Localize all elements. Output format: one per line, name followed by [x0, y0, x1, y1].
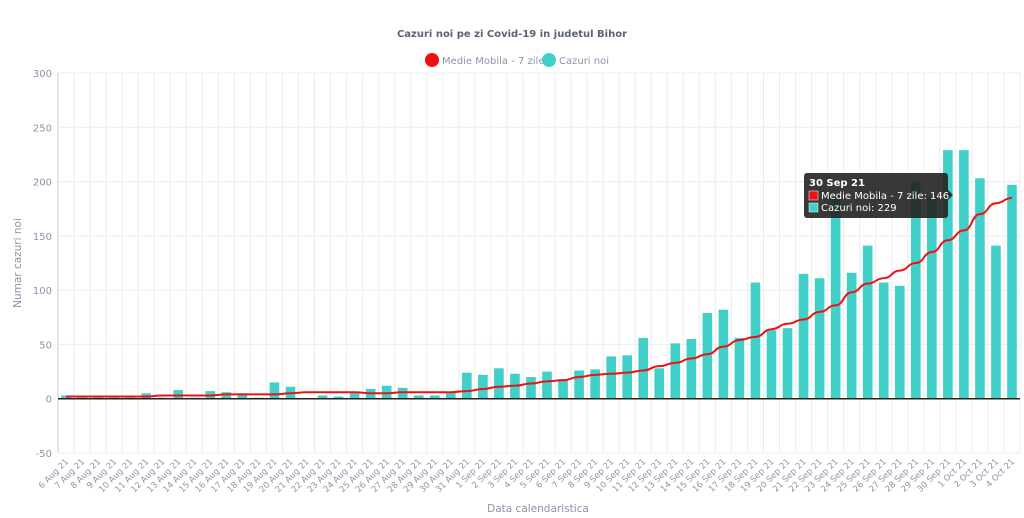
bar-new-cases[interactable]	[750, 282, 761, 399]
chart-title: Cazuri noi pe zi Covid-19 in judetul Bih…	[397, 29, 627, 40]
legend-label-moving-average: Medie Mobila - 7 zile	[442, 56, 544, 67]
bar-new-cases[interactable]	[446, 392, 456, 399]
tooltip-line-moving-average: Medie Mobila - 7 zile: 146	[821, 191, 949, 202]
bar-new-cases[interactable]	[397, 387, 408, 399]
bar-new-cases[interactable]	[413, 395, 424, 399]
bar-new-cases[interactable]	[734, 337, 745, 399]
bar-new-cases[interactable]	[943, 150, 953, 399]
x-axis-label: Data calendaristica	[487, 503, 589, 515]
line-moving-average[interactable]	[66, 196, 1013, 398]
bar-new-cases[interactable]	[381, 385, 392, 399]
bar-new-cases[interactable]	[478, 374, 488, 399]
bar-new-cases[interactable]	[991, 245, 1001, 399]
bar-new-cases[interactable]	[670, 343, 681, 399]
bar-new-cases[interactable]	[622, 355, 632, 399]
tooltip: 30 Sep 21 Medie Mobila - 7 zile: 146 Caz…	[804, 173, 953, 218]
bar-new-cases[interactable]	[269, 382, 280, 399]
bar-new-cases[interactable]	[61, 395, 71, 399]
bar-new-cases[interactable]	[237, 393, 248, 399]
bar-new-cases[interactable]	[702, 312, 713, 399]
legend-swatch-new-cases	[542, 53, 556, 67]
bar-new-cases[interactable]	[927, 197, 937, 399]
tooltip-line-new-cases: Cazuri noi: 229	[821, 203, 897, 214]
y-tick-label: 100	[33, 286, 52, 297]
bar-new-cases[interactable]	[333, 396, 344, 399]
bar-new-cases[interactable]	[558, 379, 568, 399]
bar-new-cases[interactable]	[221, 392, 232, 399]
bar-new-cases[interactable]	[654, 368, 665, 399]
bar-new-cases[interactable]	[798, 273, 809, 399]
tooltip-box	[804, 173, 948, 218]
bar-new-cases[interactable]	[686, 339, 697, 399]
bar-new-cases[interactable]	[590, 369, 600, 399]
bar-new-cases[interactable]	[959, 150, 969, 399]
bar-new-cases[interactable]	[814, 278, 825, 399]
bar-new-cases[interactable]	[542, 371, 552, 399]
bar-new-cases[interactable]	[830, 197, 841, 399]
bar-new-cases[interactable]	[606, 356, 616, 399]
bar-new-cases[interactable]	[846, 272, 857, 399]
bar-new-cases[interactable]	[638, 337, 649, 399]
bar-new-cases[interactable]	[975, 178, 985, 399]
legend-swatch-moving-average	[425, 53, 439, 67]
bar-new-cases[interactable]	[718, 309, 729, 399]
bar-new-cases[interactable]	[862, 245, 873, 399]
legend-label-new-cases: Cazuri noi	[559, 56, 609, 67]
bar-new-cases[interactable]	[173, 390, 184, 399]
bar-new-cases[interactable]	[574, 370, 584, 399]
y-tick-label: 150	[33, 232, 52, 243]
tooltip-swatch-moving-average	[808, 190, 819, 201]
bar-new-cases[interactable]	[878, 282, 889, 399]
y-tick-label: -50	[36, 449, 52, 460]
tooltip-date: 30 Sep 21	[809, 178, 865, 189]
bar-new-cases[interactable]	[1007, 184, 1017, 399]
bar-new-cases[interactable]	[894, 285, 905, 399]
bar-new-cases[interactable]	[766, 330, 777, 399]
y-axis-label: Numar cazuri noi	[12, 218, 24, 308]
y-tick-label: 300	[33, 69, 52, 80]
y-tick-label: 50	[39, 340, 52, 351]
bar-new-cases[interactable]	[429, 395, 440, 399]
bar-new-cases[interactable]	[526, 377, 536, 399]
tooltip-pointer	[948, 190, 953, 200]
legend: Medie Mobila - 7 zile Cazuri noi	[425, 53, 609, 67]
bar-new-cases[interactable]	[494, 368, 504, 399]
legend-item-moving-average[interactable]: Medie Mobila - 7 zile	[425, 53, 544, 67]
tooltip-swatch-new-cases	[808, 202, 819, 213]
bar-new-cases[interactable]	[349, 393, 360, 399]
bar-new-cases[interactable]	[910, 181, 921, 399]
legend-item-new-cases[interactable]: Cazuri noi	[542, 53, 609, 67]
bar-new-cases[interactable]	[317, 395, 328, 399]
y-tick-label: 250	[33, 123, 52, 134]
bar-new-cases[interactable]	[462, 372, 472, 399]
y-tick-label: 200	[33, 178, 52, 189]
bar-new-cases[interactable]	[782, 328, 793, 399]
y-tick-label: 0	[46, 395, 52, 406]
